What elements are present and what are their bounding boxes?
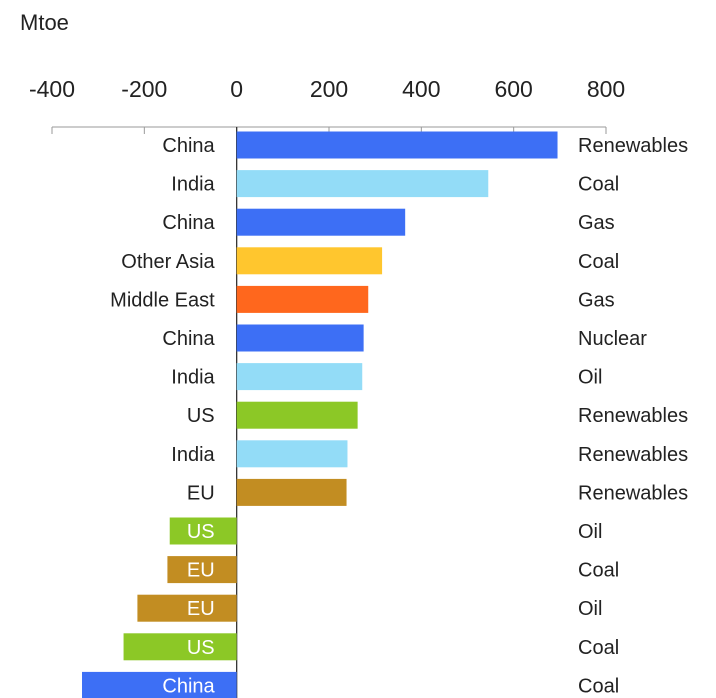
x-tick-label-0: -400 <box>29 76 75 102</box>
bar-13 <box>123 633 237 661</box>
fuel-label-7: Renewables <box>578 405 688 427</box>
bar-10 <box>169 517 237 545</box>
fuel-label-3: Coal <box>578 251 619 273</box>
region-label-14: China <box>162 675 215 697</box>
bar-1 <box>236 170 489 198</box>
bar-9 <box>236 478 347 506</box>
fuel-label-10: Oil <box>578 521 602 543</box>
fuel-label-0: Renewables <box>578 135 688 157</box>
fuel-label-5: Nuclear <box>578 328 647 350</box>
fuel-label-6: Oil <box>578 367 602 389</box>
region-label-2: China <box>162 212 215 234</box>
region-label-5: China <box>162 328 215 350</box>
bar-14 <box>82 671 237 698</box>
fuel-label-13: Coal <box>578 637 619 659</box>
bar-0 <box>236 131 558 159</box>
x-tick-label-2: 0 <box>230 76 243 102</box>
bar-2 <box>236 208 406 236</box>
region-label-7: US <box>187 405 215 427</box>
x-tick-label-1: -200 <box>121 76 167 102</box>
bars <box>82 131 558 698</box>
fuel-label-4: Gas <box>578 289 615 311</box>
x-tick-label-3: 200 <box>310 76 348 102</box>
fuel-label-2: Gas <box>578 212 615 234</box>
x-tick-label-6: 800 <box>587 76 625 102</box>
bar-labels: China Renewables India Coal China Gas Other As… <box>110 135 688 697</box>
x-tick-label-5: 600 <box>494 76 532 102</box>
fuel-label-1: Coal <box>578 174 619 196</box>
bar-12 <box>137 594 237 622</box>
region-label-10: US <box>187 521 215 543</box>
region-label-8: India <box>171 444 215 466</box>
bar-4 <box>236 285 369 313</box>
bar-3 <box>236 247 383 275</box>
bar-6 <box>236 363 363 391</box>
x-axis-ticks: -400 -200 0 200 400 600 800 <box>29 76 625 698</box>
bar-8 <box>236 440 348 468</box>
region-label-9: EU <box>187 482 215 504</box>
fuel-label-12: Oil <box>578 598 602 620</box>
bar-5 <box>236 324 364 352</box>
bar-11 <box>167 556 237 584</box>
bar-7 <box>236 401 358 429</box>
fuel-label-8: Renewables <box>578 444 688 466</box>
region-label-3: Other Asia <box>121 251 215 273</box>
region-label-0: China <box>162 135 215 157</box>
region-label-6: India <box>171 367 215 389</box>
region-label-4: Middle East <box>110 289 215 311</box>
fuel-label-9: Renewables <box>578 482 688 504</box>
x-tick-label-4: 400 <box>402 76 440 102</box>
region-label-11: EU <box>187 560 215 582</box>
region-label-13: US <box>187 637 215 659</box>
unit-label: Mtoe <box>20 10 69 35</box>
region-label-12: EU <box>187 598 215 620</box>
fuel-label-14: Coal <box>578 675 619 697</box>
region-label-1: India <box>171 174 215 196</box>
fuel-label-11: Coal <box>578 560 619 582</box>
